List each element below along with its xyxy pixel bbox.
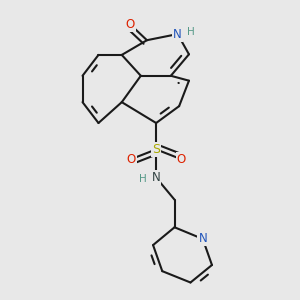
Text: H: H [139, 174, 147, 184]
Text: S: S [152, 143, 160, 156]
Text: H: H [187, 27, 195, 37]
Text: N: N [173, 28, 182, 40]
Text: O: O [177, 153, 186, 166]
Text: O: O [125, 18, 135, 31]
Text: N: N [152, 171, 161, 184]
Text: N: N [198, 232, 207, 245]
Text: O: O [126, 153, 136, 166]
